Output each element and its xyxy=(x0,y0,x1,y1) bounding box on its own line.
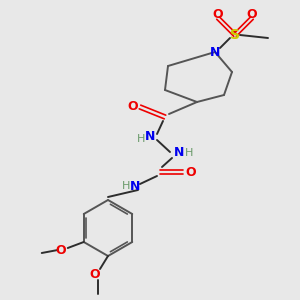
Text: N: N xyxy=(174,146,184,160)
Text: H: H xyxy=(185,148,193,158)
Text: H: H xyxy=(137,134,145,144)
Text: N: N xyxy=(145,130,155,143)
Text: S: S xyxy=(230,28,240,42)
Text: O: O xyxy=(90,268,100,281)
Text: H: H xyxy=(122,181,130,191)
Text: O: O xyxy=(247,8,257,20)
Text: O: O xyxy=(56,244,66,256)
Text: O: O xyxy=(186,166,196,178)
Text: N: N xyxy=(210,46,220,59)
Text: O: O xyxy=(128,100,138,113)
Text: O: O xyxy=(213,8,223,20)
Text: N: N xyxy=(130,179,140,193)
